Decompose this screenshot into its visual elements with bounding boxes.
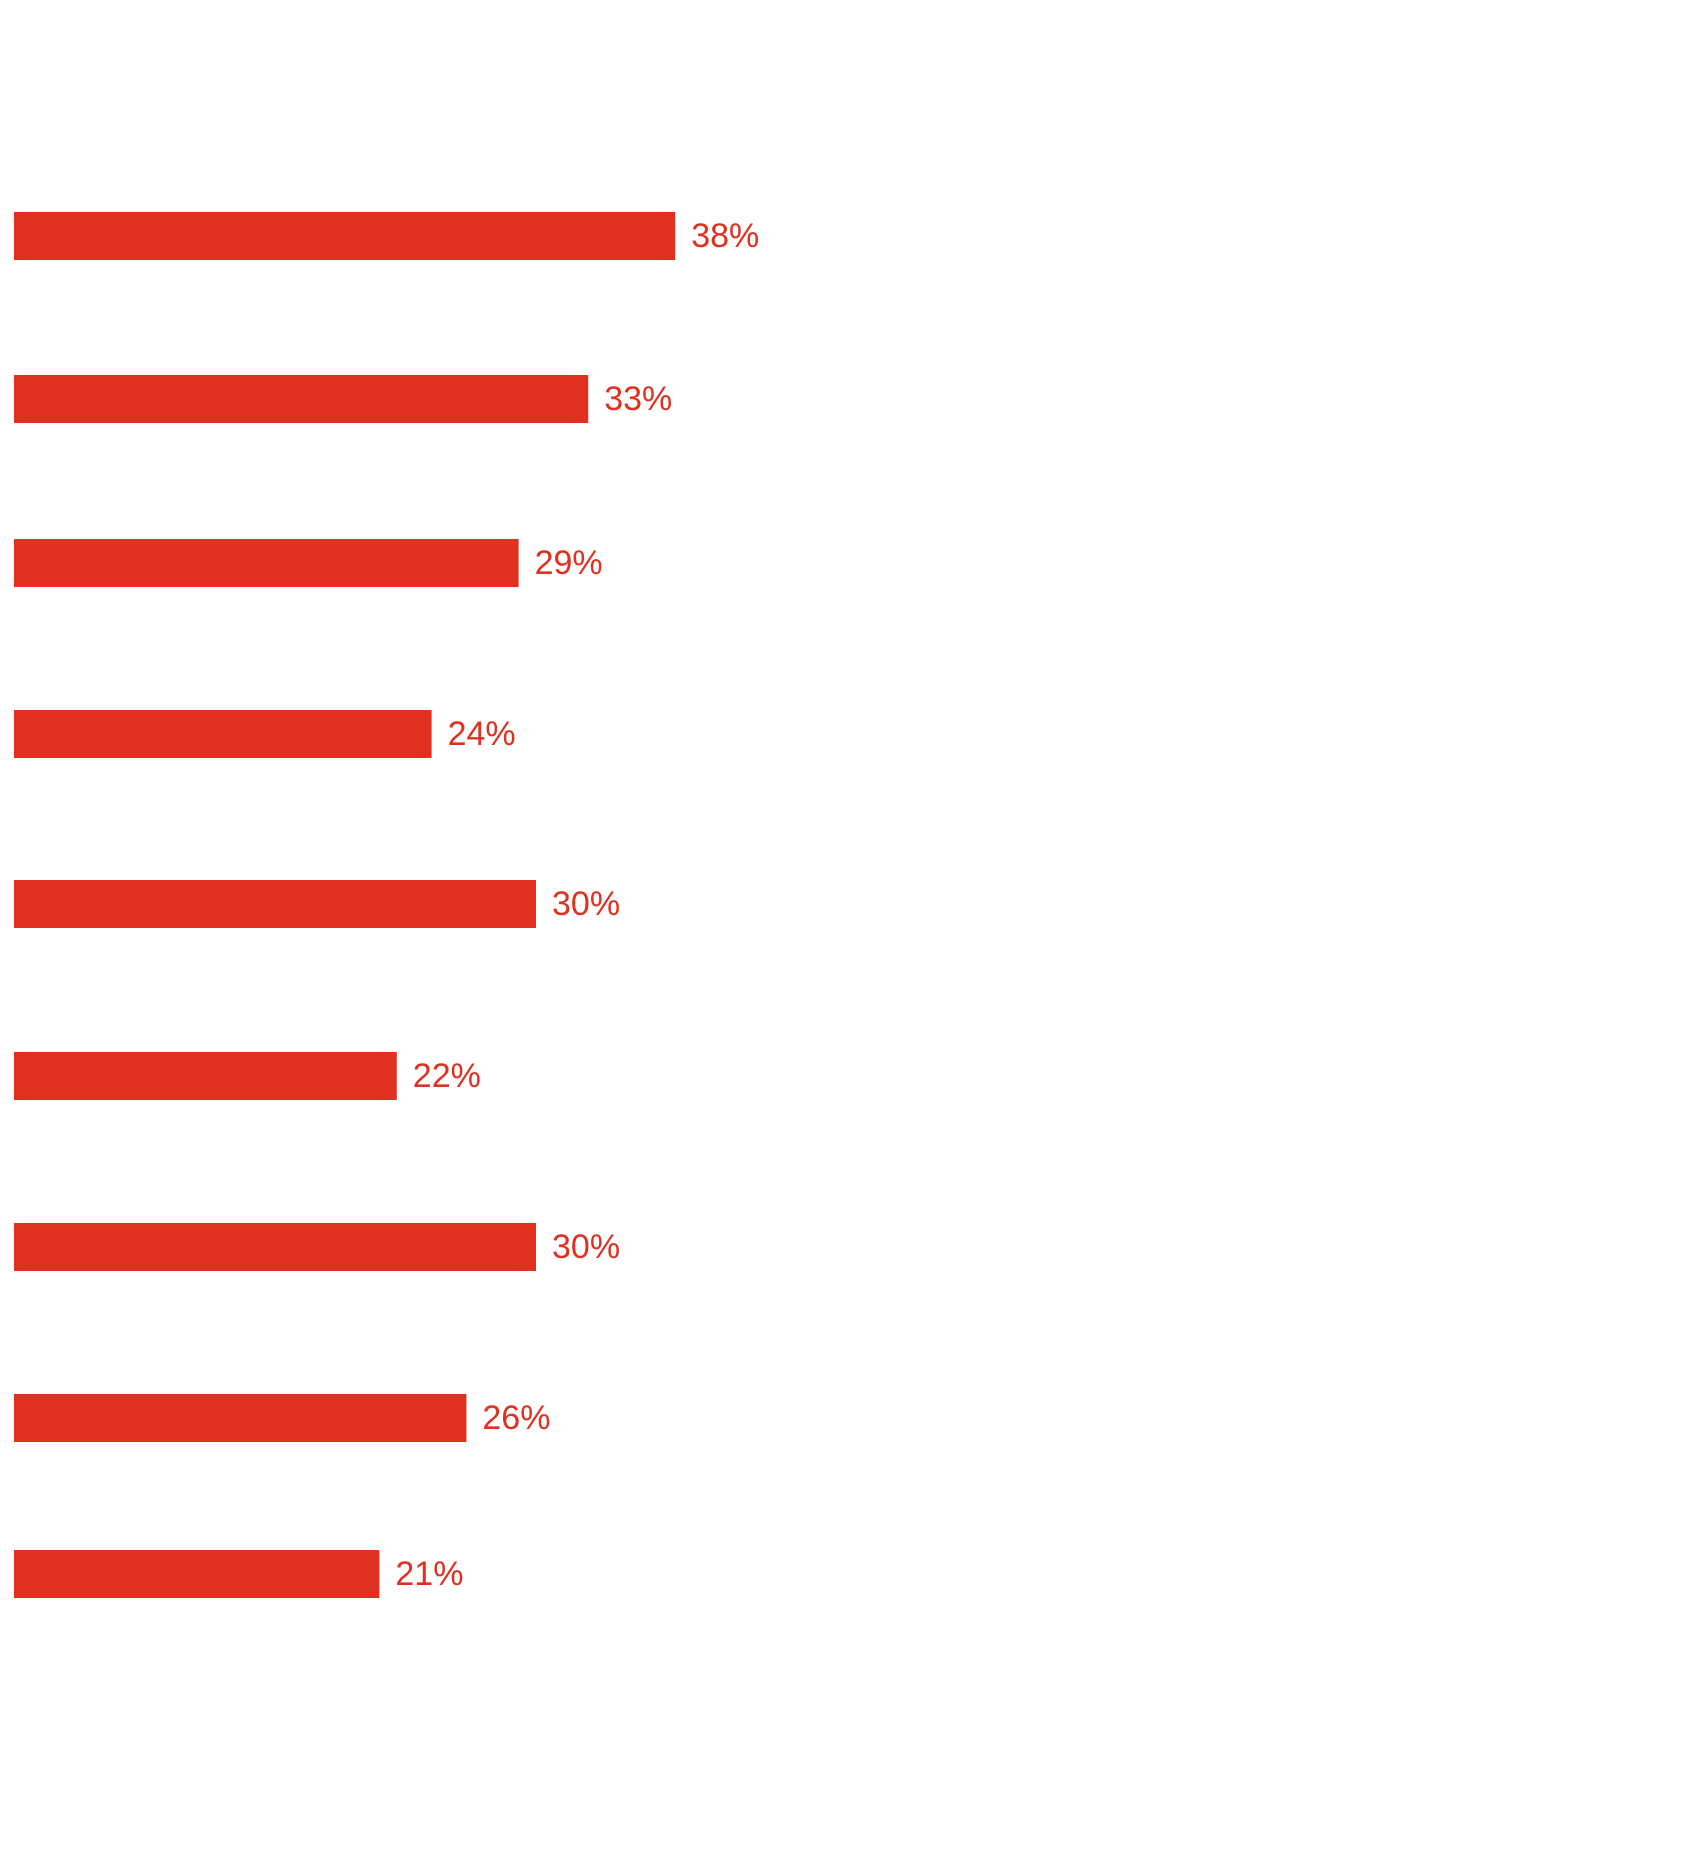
data-label-8: 26%: [482, 1399, 550, 1437]
bar-8: [14, 1394, 467, 1442]
data-label-1: 38%: [691, 217, 759, 255]
bar-3: [14, 539, 519, 587]
data-labels-group: 38% 33% 29% 24% 30% 22% 30% 26% 21%: [395, 217, 759, 1593]
bar-7: [14, 1223, 536, 1271]
bar-4: [14, 710, 432, 758]
bar-9: [14, 1550, 380, 1598]
data-label-9: 21%: [395, 1555, 463, 1593]
data-label-3: 29%: [535, 544, 603, 582]
bar-2: [14, 375, 589, 423]
bar-6: [14, 1052, 397, 1100]
bar-1: [14, 212, 676, 260]
bar-5: [14, 880, 536, 928]
data-label-2: 33%: [604, 380, 672, 418]
data-label-6: 22%: [413, 1057, 481, 1095]
data-label-4: 24%: [448, 715, 516, 753]
bars-group: [14, 212, 676, 1598]
data-label-7: 30%: [552, 1228, 620, 1266]
data-label-5: 30%: [552, 885, 620, 923]
